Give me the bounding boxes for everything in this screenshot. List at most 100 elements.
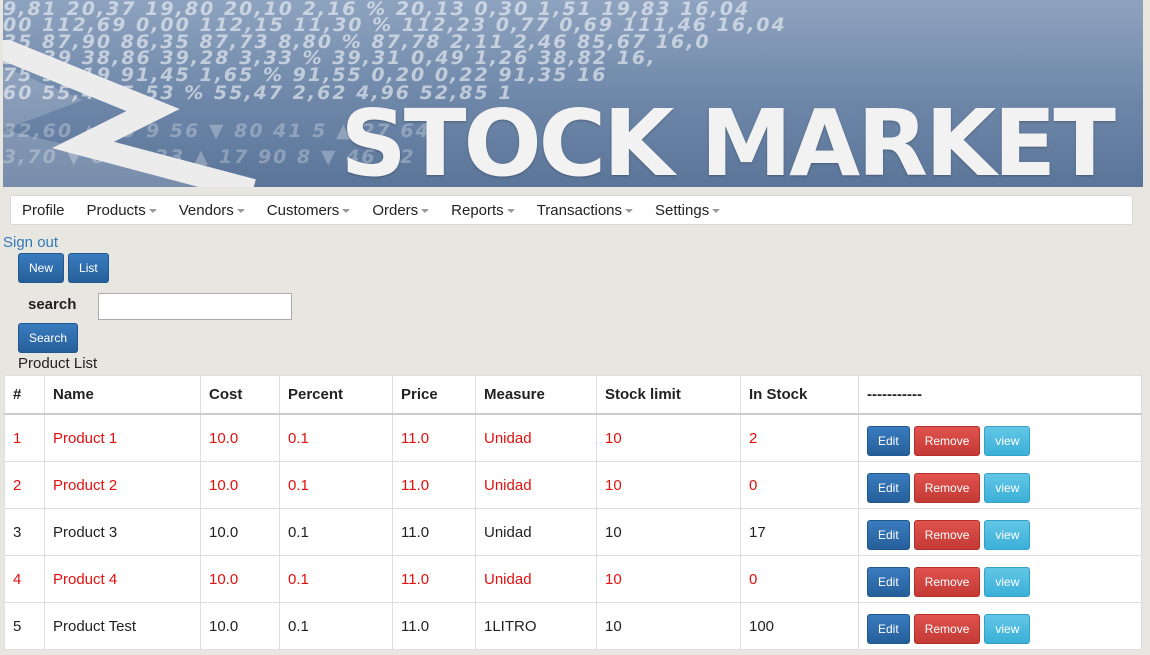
row-actions: Edit Remove view [867,467,1133,503]
cell-stock-limit: 10 [596,555,741,603]
nav-orders[interactable]: Orders [361,196,440,224]
cell-price: 11.0 [392,461,476,509]
banner-title: STOCK MARKET [340,90,1116,188]
view-button[interactable]: view [984,520,1031,550]
cell-stock-limit: 10 [596,461,741,509]
ticker-row: 39,39 38,86 39,28 3,33 % 39,31 0,49 1,26… [3,47,657,69]
new-button[interactable]: New [18,253,65,283]
nav-settings[interactable]: Settings [644,196,731,224]
cell-percent: 0.1 [279,508,393,556]
cell-percent: 0.1 [279,413,393,462]
sign-out-link[interactable]: Sign out [3,234,59,251]
row-actions: Edit Remove view [867,420,1133,456]
cell-measure: Unidad [475,555,597,603]
cell-in-stock: 0 [740,555,859,603]
cell-percent: 0.1 [279,461,393,509]
cell-price: 11.0 [392,413,476,462]
row-actions: Edit Remove view [867,561,1133,597]
nav-label: Profile [22,201,65,219]
cell-price: 11.0 [392,555,476,603]
nav-vendors[interactable]: Vendors [168,196,256,224]
cell-measure: 1LITRO [475,602,597,650]
cell-actions: Edit Remove view [858,508,1142,556]
cell-in-stock: 17 [740,508,859,556]
view-button[interactable]: view [984,567,1031,597]
table-row: 2 Product 2 10.0 0.1 11.0 Unidad 10 0 Edit Remove… [4,461,1142,509]
cell-name: Product 4 [44,555,201,603]
nav-products[interactable]: Products [76,196,168,224]
view-button[interactable]: view [984,426,1031,456]
ticker-row: 9,81 20,37 19,80 20,10 2,16 % 20,13 0,30… [3,0,751,20]
cell-actions: Edit Remove view [858,413,1142,462]
column-header: # [4,375,45,415]
column-header: Stock limit [596,375,741,415]
trend-arrow-graphic [3,40,256,187]
cell-name: Product Test [44,602,201,650]
table-header-row: # Name Cost Percent Price Measure Stock … [4,375,1142,415]
cell-cost: 10.0 [200,555,280,603]
remove-button[interactable]: Remove [913,473,981,503]
nav-profile[interactable]: Profile [11,196,76,224]
cell-cost: 10.0 [200,508,280,556]
edit-button[interactable]: Edit [867,567,910,597]
column-header: ----------- [858,375,1142,415]
view-button[interactable]: view [984,614,1031,644]
nav-label: Vendors [178,201,234,219]
edit-button[interactable]: Edit [867,614,910,644]
remove-button[interactable]: Remove [913,520,981,550]
edit-button[interactable]: Edit [867,426,910,456]
cell-percent: 0.1 [279,555,393,603]
cell-percent: 0.1 [279,602,393,650]
nav-label: Transactions [536,201,622,219]
caret-down-icon [236,209,245,213]
cell-name: Product 1 [44,413,201,462]
search-input[interactable] [98,293,292,320]
nav-label: Products [86,201,146,219]
cell-name: Product 3 [44,508,201,556]
cell-stock-limit: 10 [596,508,741,556]
cell-id: 4 [4,555,45,603]
ticker-row: 00 112,69 0,00 112,15 11,30 % 112,23 0,7… [3,14,787,36]
column-header: Measure [475,375,597,415]
cell-in-stock: 2 [740,413,859,462]
row-actions: Edit Remove view [867,608,1133,644]
remove-button[interactable]: Remove [913,614,981,644]
nav-label: Reports [451,201,504,219]
column-header: Cost [200,375,280,415]
header-banner: 9,81 20,37 19,80 20,10 2,16 % 20,13 0,30… [3,0,1143,187]
remove-button[interactable]: Remove [913,426,981,456]
nav-label: Orders [372,201,419,219]
edit-button[interactable]: Edit [867,520,910,550]
column-header: Name [44,375,201,415]
edit-button[interactable]: Edit [867,473,910,503]
table-row: 3 Product 3 10.0 0.1 11.0 Unidad 10 17 Edit Remov… [4,508,1142,556]
column-header: In Stock [740,375,859,415]
search-button[interactable]: Search [18,323,79,353]
caret-down-icon [506,209,515,213]
caret-down-icon [342,209,351,213]
list-button[interactable]: List [68,253,109,283]
cell-name: Product 2 [44,461,201,509]
table-row: 1 Product 1 10.0 0.1 11.0 Unidad 10 2 Edit Remove… [4,413,1142,462]
cell-id: 5 [4,602,45,650]
nav-customers[interactable]: Customers [256,196,362,224]
cell-price: 11.0 [392,602,476,650]
cell-cost: 10.0 [200,461,280,509]
cell-cost: 10.0 [200,413,280,462]
column-header: Percent [279,375,393,415]
nav-reports[interactable]: Reports [440,196,526,224]
ticker-row: 75 91,19 91,45 1,65 % 91,55 0,20 0,22 91… [3,64,608,86]
remove-button[interactable]: Remove [913,567,981,597]
cell-cost: 10.0 [200,602,280,650]
table-row: 5 Product Test 10.0 0.1 11.0 1LITRO 10 100 Edit R… [4,602,1142,650]
row-actions: Edit Remove view [867,514,1133,550]
table-row: 4 Product 4 10.0 0.1 11.0 Unidad 10 0 Edit Remove… [4,555,1142,603]
nav-transactions[interactable]: Transactions [526,196,644,224]
cell-in-stock: 0 [740,461,859,509]
ticker-row: 35 87,90 86,35 87,73 8,80 % 87,78 2,11 2… [3,31,711,53]
cell-actions: Edit Remove view [858,602,1142,650]
nav-label: Customers [266,201,340,219]
cell-price: 11.0 [392,508,476,556]
cell-id: 2 [4,461,45,509]
view-button[interactable]: view [984,473,1031,503]
